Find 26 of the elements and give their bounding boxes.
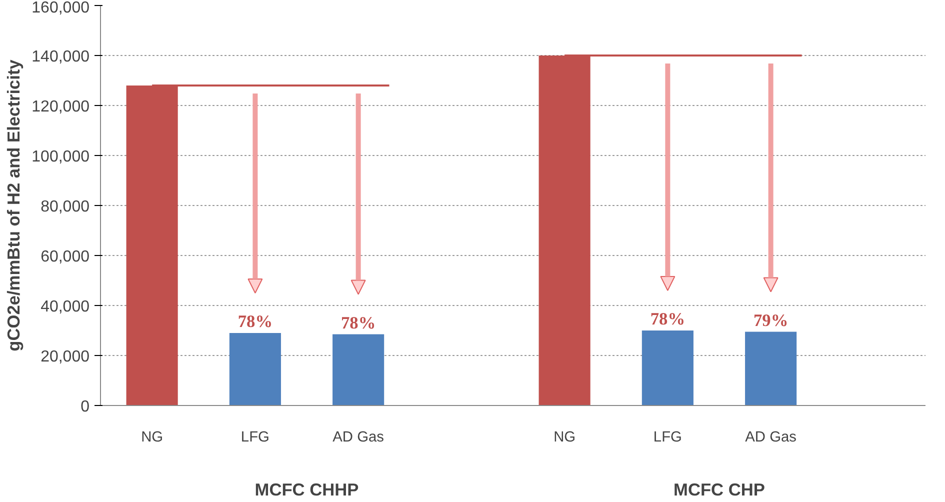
annotation: 78% <box>650 310 686 328</box>
x-tick-label: NG <box>141 430 164 446</box>
y-tick-label: 160,000 <box>32 0 90 16</box>
text: MCFC CHP <box>674 480 765 500</box>
y-tick-label: 120,000 <box>32 98 90 116</box>
y-tick-label: 20,000 <box>40 348 90 366</box>
x-tick-label: LFG <box>240 430 270 446</box>
x-tick-label: LFG <box>653 430 682 446</box>
y-tick-label: 140,000 <box>32 48 90 66</box>
x-tick-label: NG <box>554 430 576 446</box>
annotation: 79% <box>753 310 788 330</box>
y-axis-title: gCO2e/mmBtu of H2 and Electricity <box>4 59 24 352</box>
bar <box>745 332 797 406</box>
x-tick-label: AD Gas <box>332 430 384 446</box>
bar <box>642 330 694 406</box>
annotation: 78% <box>238 312 273 331</box>
bar <box>229 333 281 406</box>
x-tick-label: AD Gas <box>745 430 796 446</box>
y-tick-label: 0 <box>80 398 90 416</box>
y-tick-label: 80,000 <box>40 198 90 216</box>
y-tick-label: 40,000 <box>40 298 90 316</box>
y-tick-label: 100,000 <box>32 148 90 166</box>
annotation: 78% <box>340 313 376 332</box>
y-tick-label: 60,000 <box>40 248 90 266</box>
text: MCFC CHHP <box>254 480 359 500</box>
bar <box>332 334 384 406</box>
